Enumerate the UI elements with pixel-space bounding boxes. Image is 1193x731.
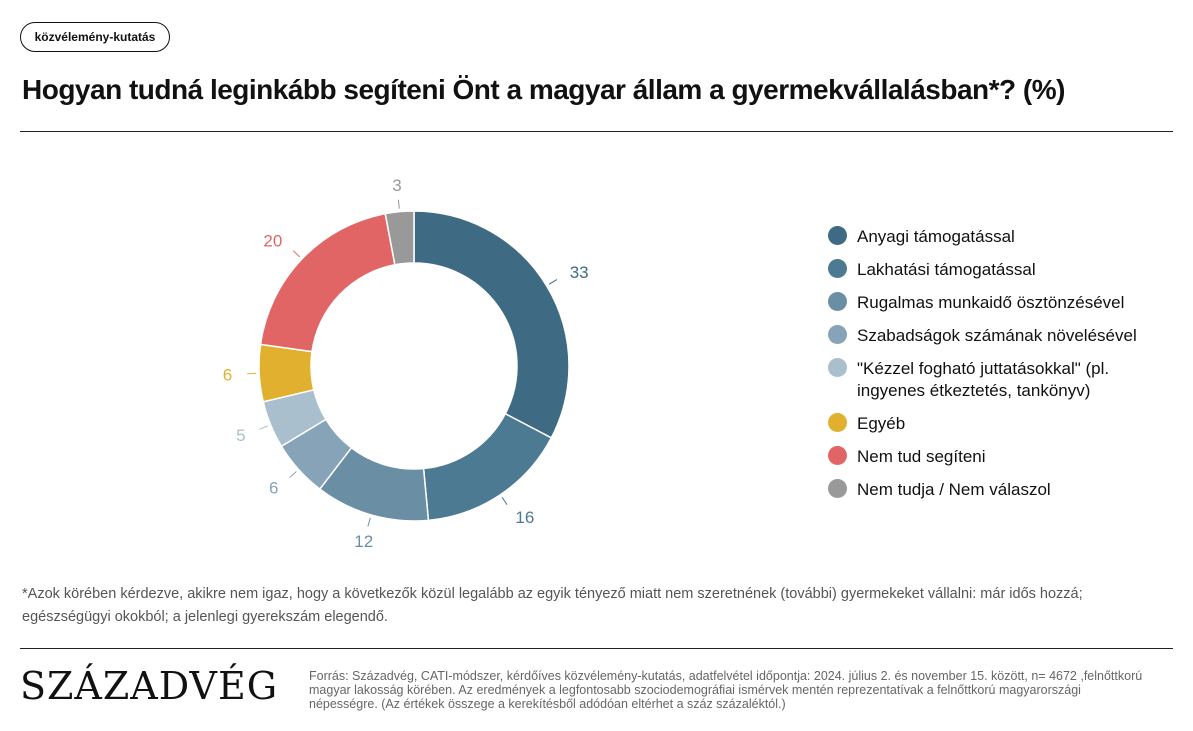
leader-line bbox=[259, 425, 268, 430]
legend-swatch bbox=[828, 292, 847, 311]
legend-item: Anyagi támogatással bbox=[828, 226, 1167, 248]
legend-label: Szabadságok számának növelésével bbox=[857, 326, 1137, 345]
legend-swatch bbox=[828, 259, 847, 278]
legend-label: Rugalmas munkaidő ösztönzésével bbox=[857, 293, 1125, 312]
legend-label: "Kézzel fogható juttatásokkal" (pl. ingy… bbox=[857, 359, 1110, 400]
data-label: 3 bbox=[392, 176, 401, 195]
data-label: 6 bbox=[223, 365, 232, 384]
leader-line bbox=[367, 517, 371, 527]
legend-label: Lakhatási támogatással bbox=[857, 260, 1036, 279]
data-label: 6 bbox=[269, 479, 278, 498]
legend-swatch bbox=[828, 413, 847, 432]
category-tag: közvélemény-kutatás bbox=[20, 22, 170, 52]
legend-item: Rugalmas munkaidő ösztönzésével bbox=[828, 292, 1167, 314]
footnote: *Azok körében kérdezve, akikre nem igaz,… bbox=[22, 586, 1083, 625]
legend-label: Anyagi támogatással bbox=[857, 227, 1015, 246]
data-label: 20 bbox=[263, 231, 282, 250]
legend-label: Nem tud segíteni bbox=[857, 447, 986, 466]
donut-slice bbox=[384, 210, 415, 266]
data-label: 16 bbox=[515, 508, 534, 527]
leader-line bbox=[397, 199, 400, 209]
legend-item: Nem tud segíteni bbox=[828, 446, 1167, 468]
leader-line bbox=[289, 471, 297, 478]
legend-label: Nem tudja / Nem válaszol bbox=[857, 480, 1051, 499]
legend-label: Egyéb bbox=[857, 414, 906, 433]
brand-logo: SZÁZADVÉG bbox=[20, 664, 279, 708]
donut-slice bbox=[413, 210, 570, 439]
legend-item: Lakhatási támogatással bbox=[828, 259, 1167, 281]
chart-legend: Anyagi támogatással Lakhatási támogatássa… bbox=[828, 226, 1167, 512]
leader-line bbox=[548, 279, 558, 285]
source-note: Forrás: Századvég, CATI-módszer, kérdőív… bbox=[309, 669, 1143, 711]
bottom-divider bbox=[20, 648, 1173, 649]
legend-item: Nem tudja / Nem válaszol bbox=[828, 479, 1167, 501]
page-title: Hogyan tudná leginkább segíteni Önt a ma… bbox=[22, 74, 1065, 105]
legend-item: Szabadságok számának növelésével bbox=[828, 325, 1167, 347]
data-label: 33 bbox=[570, 263, 589, 282]
donut-chart: 33 16 12 6 5 6 20 3 bbox=[223, 176, 589, 551]
legend-swatch bbox=[828, 446, 847, 465]
leader-line bbox=[501, 496, 508, 505]
top-divider bbox=[20, 131, 1173, 132]
legend-item: "Kézzel fogható juttatásokkal" (pl. ingy… bbox=[828, 358, 1167, 402]
legend-swatch bbox=[828, 479, 847, 498]
legend-swatch bbox=[828, 358, 847, 377]
donut-slice bbox=[422, 412, 553, 522]
legend-swatch bbox=[828, 226, 847, 245]
leader-line bbox=[292, 250, 301, 258]
data-label: 12 bbox=[354, 532, 373, 551]
data-label: 5 bbox=[236, 426, 245, 445]
legend-swatch bbox=[828, 325, 847, 344]
legend-item: Egyéb bbox=[828, 413, 1167, 435]
